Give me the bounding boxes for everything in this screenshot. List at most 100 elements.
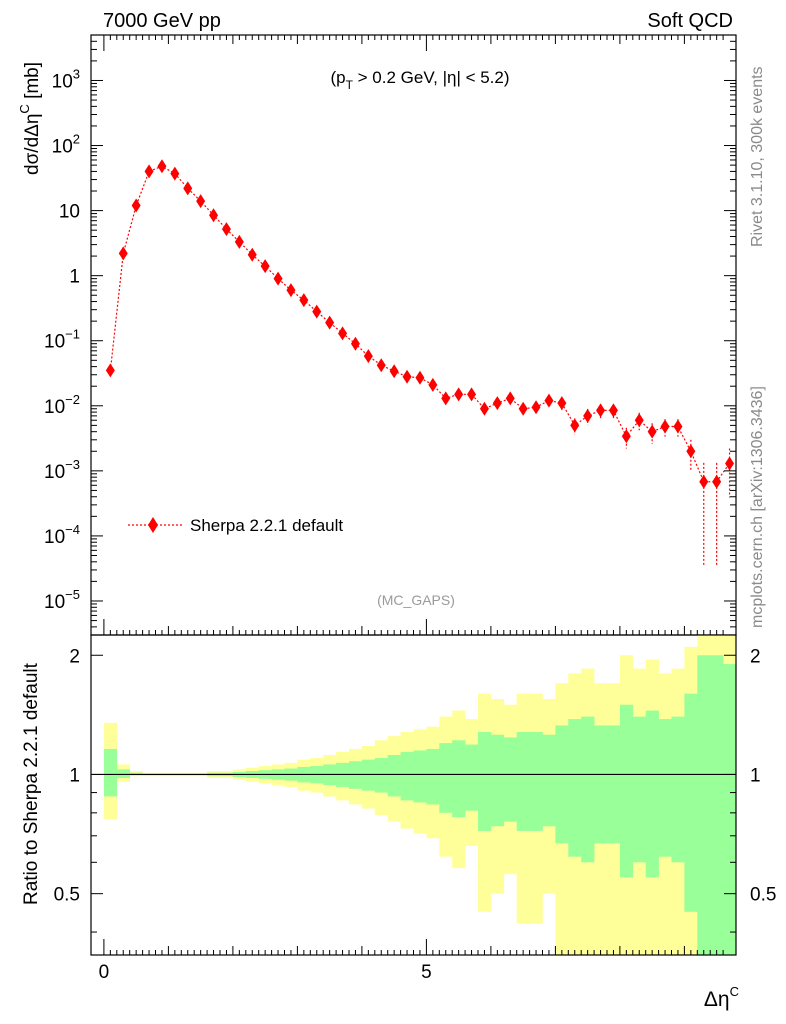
data-point — [428, 377, 438, 392]
band-inner — [413, 750, 427, 803]
data-point — [209, 208, 219, 223]
data-point — [660, 419, 670, 434]
data-point — [376, 358, 386, 373]
ratio-y-axis: 0.5 0.5 1 1 2 2 — [54, 646, 776, 933]
band-inner — [723, 664, 737, 955]
band-inner — [645, 710, 659, 878]
watermark-label: (MC_GAPS) — [377, 592, 455, 608]
data-point — [531, 400, 541, 415]
band-inner — [503, 737, 517, 822]
data-point — [583, 408, 593, 423]
ratio-y-tick-label-left: 2 — [69, 646, 80, 667]
data-point — [131, 198, 141, 213]
data-point — [479, 401, 489, 416]
band-inner — [103, 748, 118, 797]
data-point — [234, 234, 244, 249]
data-point — [608, 403, 618, 418]
band-inner — [607, 725, 621, 844]
data-point — [415, 370, 425, 385]
main-frame — [90, 34, 737, 636]
band-inner — [374, 758, 388, 793]
y-tick-label: 10−3 — [44, 457, 80, 483]
ratio-y-axis-title: Ratio to Sherpa 2.2.1 default — [21, 662, 42, 905]
band-inner — [400, 751, 414, 801]
data-point — [260, 259, 270, 274]
band-inner — [684, 693, 698, 912]
x-tick-label: 0 — [99, 962, 110, 983]
band-inner — [594, 725, 608, 844]
data-point — [338, 326, 348, 341]
y-tick-label: 10−5 — [44, 587, 80, 613]
main-panel: 10−5 10−4 10−3 10−2 10−1 1 10 102 103 (pT > 0.2 … — [17, 34, 737, 636]
data-point — [557, 396, 567, 411]
data-point — [105, 363, 115, 378]
data-point — [467, 387, 477, 402]
data-point — [673, 419, 683, 434]
main-y-axis: 10−5 10−4 10−3 10−2 10−1 1 10 102 103 — [44, 34, 736, 636]
data-point — [350, 336, 360, 351]
ratio-y-tick-label-right: 0.5 — [750, 885, 776, 906]
data-point — [518, 401, 528, 416]
header-left: 7000 GeV pp — [103, 10, 221, 32]
data-point — [157, 159, 167, 174]
band-inner — [568, 719, 582, 857]
band-inner — [439, 743, 453, 813]
band-inner — [516, 732, 530, 831]
data-point — [389, 364, 399, 379]
main-y-axis-title: dσ/dΔηC [mb] — [17, 62, 43, 175]
main-plot-area — [105, 159, 735, 567]
ratio-y-tick-label-right: 1 — [750, 765, 761, 786]
data-point — [441, 391, 451, 406]
data-point — [299, 293, 309, 308]
data-point — [492, 396, 502, 411]
legend: Sherpa 2.2.1 default — [128, 516, 343, 535]
y-tick-label: 10 — [59, 202, 80, 223]
band-inner — [426, 748, 440, 805]
data-point — [286, 283, 296, 298]
data-point — [454, 387, 464, 402]
data-point — [725, 456, 735, 471]
band-inner — [478, 732, 492, 831]
legend-label: Sherpa 2.2.1 default — [190, 516, 343, 535]
series-line — [109, 165, 730, 483]
data-point — [544, 393, 554, 408]
data-point — [505, 391, 515, 406]
band-inner — [658, 719, 672, 857]
data-point — [402, 369, 412, 384]
data-point — [686, 444, 696, 459]
band-inner — [542, 734, 556, 827]
ratio-y-tick-label-left: 1 — [69, 765, 80, 786]
y-tick-label: 1 — [69, 267, 80, 288]
x-axis-title: ΔηC — [704, 984, 739, 1011]
data-point — [712, 474, 722, 489]
data-point — [183, 181, 193, 196]
y-tick-label: 102 — [52, 132, 80, 158]
y-tick-label: 10−1 — [44, 327, 80, 353]
band-inner — [490, 734, 505, 827]
data-point — [621, 429, 631, 444]
cut-text: (pT > 0.2 GeV, |η| < 5.2) — [330, 68, 509, 92]
data-point — [312, 304, 322, 319]
band-inner — [361, 759, 376, 791]
data-point — [596, 403, 606, 418]
data-point — [196, 194, 206, 209]
data-point — [325, 315, 335, 330]
ratio-plot-area — [91, 635, 737, 955]
band-inner — [710, 655, 724, 955]
band-inner — [529, 732, 543, 831]
legend-marker — [148, 517, 158, 533]
band-inner — [619, 704, 634, 878]
band-inner — [387, 754, 401, 797]
band-inner — [671, 716, 685, 863]
data-point — [699, 474, 709, 489]
band-inner — [581, 716, 595, 863]
side-label-rivet: Rivet 3.1.10, 300k events — [749, 66, 766, 247]
data-point — [570, 418, 580, 433]
header-right: Soft QCD — [647, 10, 733, 32]
side-label-mcplots: mcplots.cern.ch [arXiv:1306.3436] — [749, 386, 766, 628]
x-tick-label: 5 — [421, 962, 432, 983]
band-inner — [452, 740, 466, 818]
